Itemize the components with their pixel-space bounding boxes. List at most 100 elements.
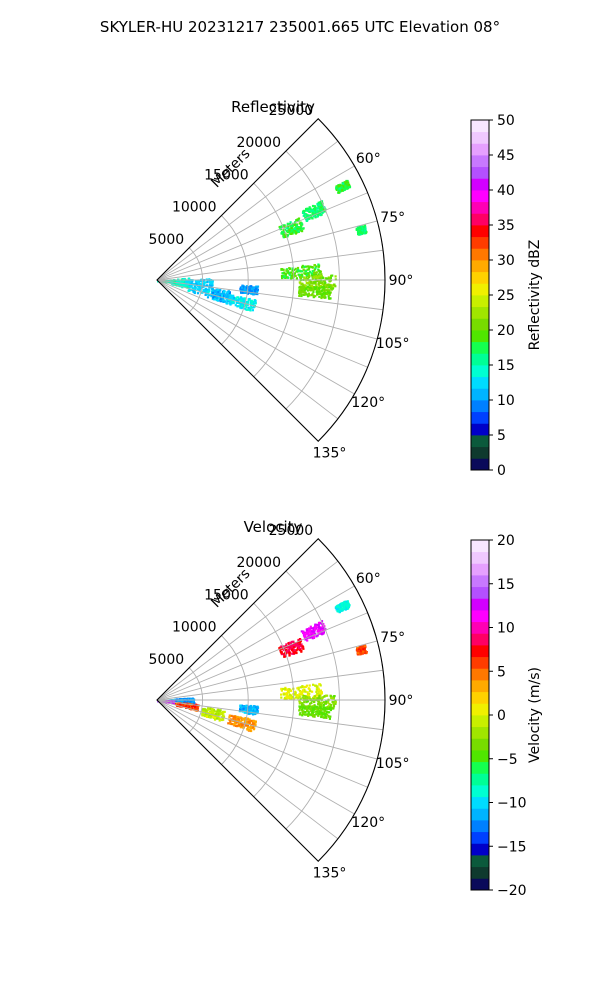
echo-region [319, 697, 322, 700]
echo-region [333, 283, 336, 286]
echo-region [173, 279, 176, 282]
echo-region [314, 216, 317, 219]
echo-region [312, 282, 315, 285]
echo-region [218, 713, 221, 716]
echo-region [328, 286, 331, 289]
echo-region [314, 268, 317, 271]
echo-region [247, 308, 250, 311]
echo-region [308, 288, 311, 291]
echo-region [320, 709, 323, 712]
echo-region [308, 629, 311, 632]
echo-region [297, 639, 300, 642]
echo-region [302, 694, 305, 698]
echo-region [201, 280, 204, 283]
echo-region [207, 290, 210, 293]
azimuth-gridline [156, 279, 378, 340]
echo-region [324, 694, 328, 697]
echo-region [300, 222, 303, 225]
echo-region [253, 723, 257, 726]
echo-region [336, 607, 339, 611]
panel-title: Reflectivity [231, 98, 315, 116]
echo-region [316, 290, 319, 293]
echo-region [194, 282, 198, 285]
echo-region [300, 228, 303, 231]
colorbar-tick-label: 5 [497, 664, 506, 680]
echo-region [328, 279, 331, 283]
echo-region [205, 289, 208, 292]
echo-region [233, 298, 237, 301]
colorbar-swatch [471, 796, 489, 809]
echo-region [228, 716, 231, 719]
echo-region [323, 695, 326, 698]
azimuth-tick-label: 60° [356, 151, 381, 167]
echo-region [303, 293, 306, 296]
echo-region [299, 638, 302, 641]
colorbar-swatch [471, 726, 489, 739]
echo-region [314, 623, 317, 626]
echo-region [305, 209, 308, 212]
echo-region [294, 693, 297, 696]
echo-region [312, 706, 315, 709]
echo-region [196, 285, 199, 288]
echo-region [357, 232, 360, 235]
colorbar-swatch [471, 423, 489, 436]
echo-region [323, 284, 326, 287]
echo-region [182, 282, 185, 286]
echo-region [304, 284, 307, 287]
echo-region [208, 294, 211, 297]
echo-region [280, 651, 283, 654]
echo-region [254, 302, 257, 305]
echo-region [289, 647, 292, 650]
echo-region [292, 650, 295, 653]
echo-region [318, 295, 321, 298]
echo-region [190, 701, 193, 704]
range-tick-label: 10000 [172, 620, 217, 636]
echo-region [303, 696, 306, 699]
colorbar-swatch [471, 260, 489, 273]
echo-region [228, 298, 231, 302]
echo-region [320, 213, 323, 216]
echo-region [224, 294, 227, 297]
echo-region [216, 717, 219, 720]
echo-region [306, 700, 309, 703]
azimuth-tick-label: 135° [313, 866, 347, 882]
echo-region [252, 728, 255, 731]
echo-region [233, 723, 236, 726]
echo-region [321, 295, 324, 298]
echo-region [296, 227, 299, 231]
echo-region [302, 631, 305, 634]
echo-region [329, 706, 332, 709]
echo-region [311, 707, 314, 710]
echo-region [217, 289, 220, 292]
echo-region [286, 223, 289, 227]
echo-region [311, 209, 314, 212]
echo-region [237, 724, 240, 727]
colorbar-swatch [471, 575, 489, 588]
echo-region [231, 300, 234, 303]
echo-region [198, 289, 201, 292]
echo-region [290, 697, 293, 700]
echo-region [213, 298, 216, 301]
colorbar-swatch [471, 820, 489, 833]
echo-region [250, 729, 253, 733]
echo-region [253, 292, 256, 295]
echo-region [309, 214, 312, 217]
echo-region [289, 221, 292, 224]
echo-region [311, 713, 314, 716]
echo-region [185, 281, 188, 284]
echo-region [355, 649, 358, 652]
echo-region [242, 298, 245, 301]
echo-region [298, 222, 301, 225]
echo-region [241, 291, 244, 294]
echo-region [292, 645, 296, 648]
echo-region [287, 227, 290, 230]
echo-region [364, 229, 367, 232]
echo-region [311, 217, 314, 220]
colorbar-swatch [471, 283, 489, 296]
echo-region [321, 633, 324, 636]
colorbar-swatch [471, 155, 489, 168]
echo-region [326, 290, 329, 293]
echo-region [283, 233, 286, 236]
echo-region [318, 290, 321, 293]
